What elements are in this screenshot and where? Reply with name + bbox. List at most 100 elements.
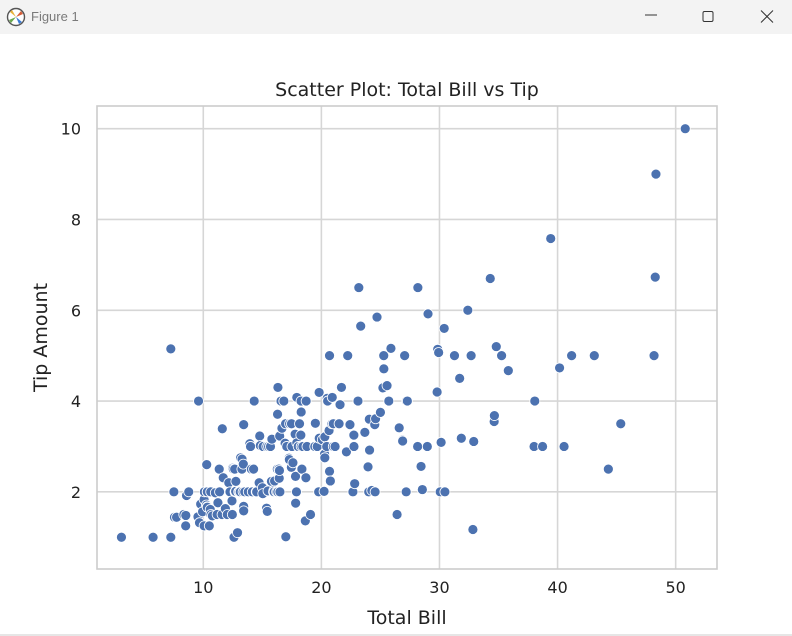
y-tick-label: 10 [61, 120, 81, 139]
data-point [116, 531, 127, 543]
data-point [348, 429, 360, 441]
data-point [300, 472, 312, 484]
y-tick-label: 6 [71, 301, 81, 320]
data-point [496, 350, 507, 362]
data-point [383, 395, 395, 407]
data-point [203, 520, 215, 532]
data-point [180, 520, 192, 532]
data-point [313, 387, 325, 398]
minimize-icon [645, 14, 657, 16]
maximize-button[interactable] [685, 0, 731, 34]
data-point [296, 463, 308, 475]
data-point [214, 486, 225, 498]
data-point [449, 350, 460, 362]
close-icon [760, 10, 774, 23]
data-point [488, 410, 500, 421]
data-point [324, 350, 335, 362]
data-point [431, 386, 443, 398]
data-point [502, 365, 514, 377]
data-point [305, 509, 316, 520]
minimize-button[interactable] [628, 0, 674, 34]
data-point [309, 417, 321, 429]
data-point [602, 463, 614, 475]
data-point [415, 461, 427, 472]
data-point [183, 486, 195, 498]
data-point [230, 475, 242, 487]
chart-title: Scatter Plot: Total Bill vs Tip [275, 79, 539, 101]
data-point [324, 475, 336, 487]
data-point [238, 419, 250, 431]
data-point [342, 350, 354, 362]
data-point [468, 436, 480, 447]
data-point [364, 444, 375, 456]
maximize-icon [702, 11, 714, 22]
data-point [290, 470, 301, 482]
data-point [393, 422, 405, 434]
data-point [484, 273, 496, 284]
data-point [421, 441, 433, 452]
x-tick-label: 30 [429, 578, 449, 597]
data-point [329, 441, 341, 452]
x-tick-label: 40 [547, 578, 567, 597]
data-point [180, 510, 192, 521]
close-button[interactable] [744, 0, 790, 34]
plot-frame [96, 105, 718, 570]
data-point [679, 123, 691, 135]
data-point [397, 435, 409, 447]
data-point [369, 486, 381, 498]
y-tick-label: 2 [71, 483, 81, 502]
data-point [237, 458, 249, 470]
data-point [232, 527, 243, 539]
data-point [353, 282, 365, 293]
data-point [462, 304, 474, 316]
data-point [272, 408, 283, 420]
data-point [529, 395, 541, 407]
data-point [400, 486, 412, 498]
data-point [490, 341, 502, 352]
x-tick-label: 50 [665, 578, 685, 597]
data-point [378, 350, 390, 362]
data-point [566, 350, 578, 362]
data-point [385, 342, 397, 354]
data-point [435, 436, 447, 448]
data-point [254, 430, 266, 442]
data-point [401, 395, 413, 407]
data-point [352, 395, 364, 407]
data-point [245, 441, 256, 452]
data-points [116, 123, 691, 543]
data-point [319, 452, 331, 464]
data-point [248, 395, 260, 407]
data-point [381, 380, 393, 392]
data-point [412, 441, 424, 452]
data-point [295, 429, 307, 441]
data-point [378, 363, 390, 375]
data-point [545, 233, 557, 244]
data-point [226, 495, 238, 507]
data-point [261, 505, 273, 517]
data-point [588, 350, 600, 362]
data-point [433, 347, 445, 358]
data-point [348, 441, 360, 452]
data-point [359, 426, 371, 438]
data-point [438, 323, 450, 334]
data-point [648, 350, 660, 362]
data-point [295, 406, 307, 418]
data-point [362, 461, 374, 473]
data-point [349, 478, 361, 490]
data-point [371, 311, 383, 323]
data-point [300, 395, 312, 407]
data-point [226, 509, 238, 520]
data-point [465, 350, 477, 362]
window-bottom-border [0, 634, 792, 636]
x-tick-label: 10 [193, 578, 213, 597]
x-axis-label: Total Bill [366, 607, 446, 629]
x-tick-label: 20 [311, 578, 331, 597]
data-point [399, 350, 411, 362]
data-point [291, 486, 302, 498]
data-point [355, 320, 367, 332]
data-point [216, 423, 228, 435]
data-point [558, 441, 570, 452]
data-point [290, 497, 302, 509]
data-point [213, 463, 225, 475]
tick-labels: 10 20 30 40 50 2 4 6 8 10 [61, 120, 686, 597]
